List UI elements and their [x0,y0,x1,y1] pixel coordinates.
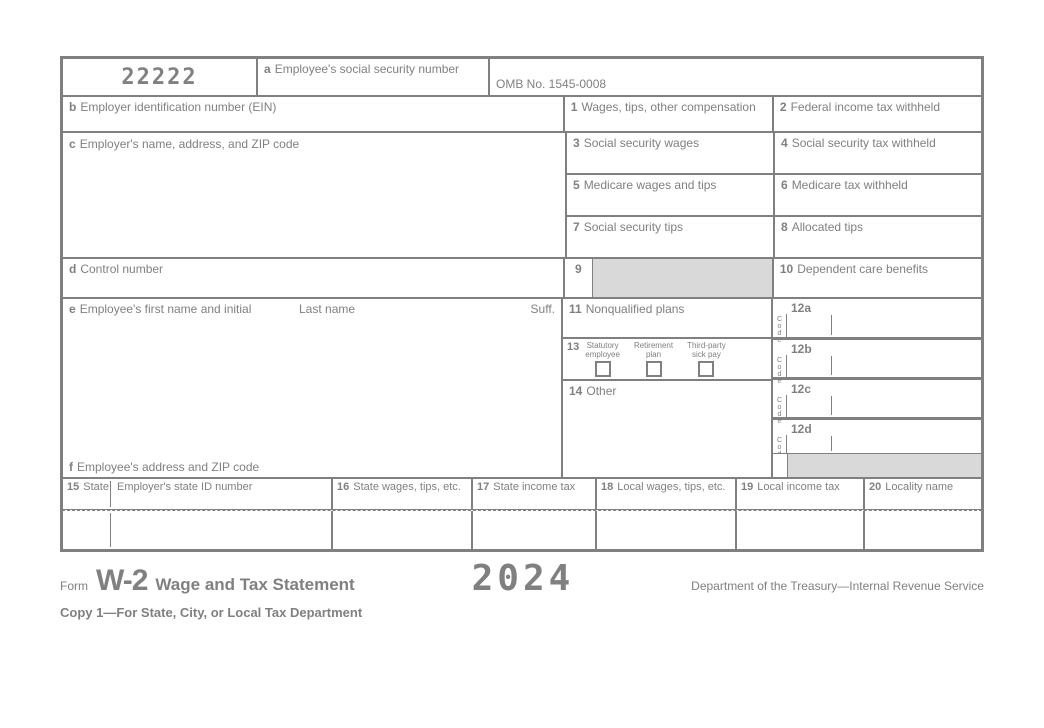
box-18-row2 [596,511,736,550]
box-9-shaded [593,259,772,297]
box-12-shaded [772,454,982,478]
box-7: 7Social security tips [566,216,774,258]
box-5: 5Medicare wages and tips [566,174,774,216]
box-d-label: Control number [80,262,163,276]
box-13-sickpay: Third-party sick pay [687,341,726,377]
box-17-row2 [472,511,596,550]
box-e-suff-label: Suff. [531,302,555,316]
box-c-label: Employer's name, address, and ZIP code [80,137,300,151]
box-2-label: Federal income tax withheld [791,100,940,114]
footer: Form W-2 Wage and Tax Statement 2024 Dep… [60,558,984,620]
box-14: 14Other [562,380,772,478]
box-13-ret-label: Retirement plan [634,341,673,359]
box-14-label: Other [586,384,616,398]
box-1-label: Wages, tips, other compensation [581,100,755,114]
box-9-num: 9 [565,259,593,297]
box-19-label: Local income tax [757,481,840,493]
box-15: 15State Employer's state ID number [62,478,332,510]
box-8-label: Allocated tips [792,220,863,234]
footer-year: 2024 [472,558,575,599]
state-row-header: 15State Employer's state ID number 16Sta… [62,478,982,510]
box-a: aEmployee's social security number [257,58,489,96]
box-5-label: Medicare wages and tips [584,178,717,192]
box-11-label: Nonqualified plans [586,302,685,316]
row-d-9-10: dControl number 9 10Dependent care benef… [62,258,982,298]
state-row-2 [62,510,982,550]
box-f-label: Employee's address and ZIP code [77,460,259,474]
row-b-1-2: bEmployer identification number (EIN) 1W… [62,96,982,132]
box-3-label: Social security wages [584,136,699,150]
box-18-label: Local wages, tips, etc. [617,481,725,493]
box-15-state-label: State [83,481,109,493]
box-13-retirement: Retirement plan [634,341,673,377]
footer-form-word: Form [60,579,88,593]
box-19: 19Local income tax [736,478,864,510]
box-16-row2 [332,511,472,550]
row-header: 22222 aEmployee's social security number… [62,58,982,96]
box-17-label: State income tax [493,481,575,493]
box-1: 1Wages, tips, other compensation [564,96,773,132]
box-c: cEmployer's name, address, and ZIP code [62,132,566,258]
box-4: 4Social security tax withheld [774,132,982,174]
box-10-label: Dependent care benefits [797,262,928,276]
box-15-row2 [62,511,332,550]
box-e-first-label: Employee's first name and initial [80,302,252,316]
box-19-row2 [736,511,864,550]
box-12d-label: 12d [777,422,977,436]
box-13: 13 Statutory employee Retirement plan Th… [562,338,772,380]
box-3: 3Social security wages [566,132,774,174]
code-label: C o d e [773,435,787,453]
box-12b: 12b C o d e [772,338,982,378]
box-16: 16State wages, tips, etc. [332,478,472,510]
box-8: 8Allocated tips [774,216,982,258]
footer-copy: Copy 1—For State, City, or Local Tax Dep… [60,605,984,620]
box-11: 11Nonqualified plans [562,298,772,338]
box-20-row2 [864,511,982,550]
box-2: 2Federal income tax withheld [773,96,982,132]
box-20-label: Locality name [885,481,953,493]
box-12c: 12c C o d e [772,378,982,418]
footer-title: Wage and Tax Statement [155,575,354,595]
box-12d: 12d C o d e [772,418,982,454]
box-a-label: Employee's social security number [275,62,459,76]
box-20: 20Locality name [864,478,982,510]
box-7-label: Social security tips [584,220,683,234]
box-13-sick-label: Third-party sick pay [687,341,726,359]
box-18: 18Local wages, tips, etc. [596,478,736,510]
box-b-label: Employer identification number (EIN) [80,100,276,114]
checkbox-retirement[interactable] [646,361,662,377]
code-label: C o d e [773,395,787,417]
box-e-f: eEmployee's first name and initial Last … [62,298,562,478]
code-label: C o d e [773,355,787,377]
box-d: dControl number [62,258,564,298]
box-12b-label: 12b [777,342,977,356]
code-label: C o d e [773,314,787,337]
box-10: 10Dependent care benefits [773,258,982,298]
box-12a-label: 12a [777,301,977,315]
box-6-label: Medicare tax withheld [792,178,908,192]
checkbox-sickpay[interactable] [698,361,714,377]
box-15-id-label: Employer's state ID number [111,481,252,507]
box-12c-label: 12c [777,382,977,396]
box-17: 17State income tax [472,478,596,510]
box-9: 9 [564,258,773,298]
footer-w2: W-2 [96,564,147,598]
box-12a: 12a C o d e [772,298,982,338]
form-w2: 22222 aEmployee's social security number… [60,56,984,552]
box-16-label: State wages, tips, etc. [353,481,461,493]
row-e-11-12: eEmployee's first name and initial Last … [62,298,982,478]
form-code: 22222 [62,58,257,96]
row-c-3to8: cEmployer's name, address, and ZIP code … [62,132,982,258]
footer-dept: Department of the Treasury—Internal Reve… [691,579,984,593]
box-e-last-label: Last name [299,302,531,316]
checkbox-statutory[interactable] [595,361,611,377]
box-b: bEmployer identification number (EIN) [62,96,564,132]
box-13-stat-label: Statutory employee [585,341,620,359]
omb-cell: OMB No. 1545-0008 [489,58,982,96]
box-6: 6Medicare tax withheld [774,174,982,216]
box-13-statutory: Statutory employee [585,341,620,377]
box-4-label: Social security tax withheld [792,136,936,150]
omb-number: OMB No. 1545-0008 [496,77,606,91]
